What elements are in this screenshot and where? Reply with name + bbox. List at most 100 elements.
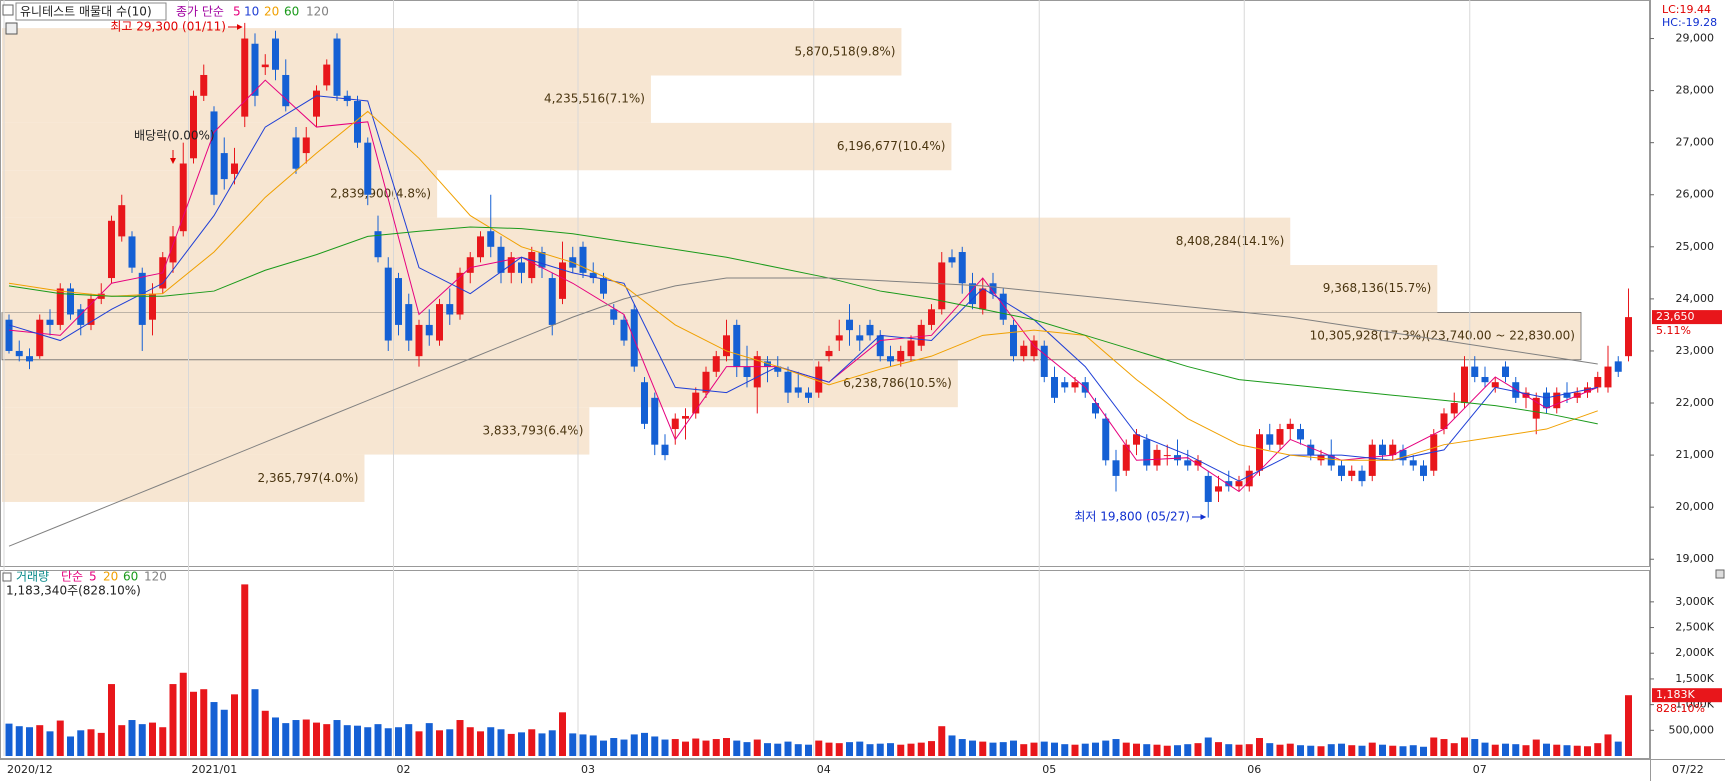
candle-body bbox=[179, 163, 187, 232]
volume-bar bbox=[302, 719, 310, 756]
volume-tag-label: 1,183K bbox=[1656, 688, 1695, 701]
volume-bar bbox=[1215, 742, 1222, 756]
volume-bar bbox=[323, 724, 331, 756]
x-tick-label: 2020/12 bbox=[7, 763, 53, 776]
volume-bar bbox=[620, 739, 628, 756]
volume-bar bbox=[1163, 745, 1171, 756]
candle-body bbox=[210, 111, 218, 195]
candle-body bbox=[846, 319, 853, 331]
volume-bar bbox=[118, 725, 126, 756]
candle-body bbox=[128, 236, 136, 268]
volume-bar bbox=[1553, 744, 1561, 756]
legend-box bbox=[15, 2, 167, 21]
volume-bar bbox=[220, 709, 228, 756]
candle-body bbox=[600, 278, 607, 294]
volume-bar bbox=[97, 732, 105, 756]
volume-bar bbox=[733, 740, 741, 756]
candle-body bbox=[1461, 366, 1468, 404]
volume-bar bbox=[405, 724, 413, 756]
volume-bar bbox=[67, 736, 74, 756]
volume-bar bbox=[77, 730, 85, 756]
volume-bar bbox=[928, 741, 935, 756]
profile-label: 6,196,677(10.4%) bbox=[837, 139, 946, 153]
volume-bar bbox=[1030, 742, 1038, 756]
volume-bar bbox=[856, 741, 864, 756]
candle-body bbox=[794, 387, 802, 393]
candle-body bbox=[999, 293, 1007, 320]
volume-bar bbox=[241, 584, 249, 756]
y-tick-label: 2,000K bbox=[1675, 646, 1714, 659]
y-tick-label: 24,000 bbox=[1676, 292, 1715, 305]
candle-body bbox=[1163, 455, 1171, 457]
profile-label: 2,365,797(4.0%) bbox=[258, 471, 359, 485]
volume-bar bbox=[1235, 744, 1243, 756]
change-label: 5.11% bbox=[1656, 324, 1691, 337]
candle-body bbox=[784, 371, 792, 393]
volume-bar bbox=[1399, 746, 1407, 756]
volume-bar bbox=[1338, 743, 1345, 756]
candle-body bbox=[1235, 481, 1243, 487]
candle-body bbox=[856, 335, 864, 341]
volume-tag bbox=[1652, 688, 1722, 703]
candle-body bbox=[948, 257, 956, 263]
profile-label: 8,408,284(14.1%) bbox=[1176, 234, 1285, 248]
profile-band bbox=[2, 454, 365, 502]
volume-bar bbox=[1297, 745, 1304, 756]
candle-body bbox=[651, 397, 659, 445]
volume-bar bbox=[938, 726, 946, 756]
x-tick-label: 05 bbox=[1042, 763, 1056, 776]
volume-bar bbox=[917, 742, 925, 756]
volume-bar bbox=[610, 738, 618, 756]
candle-body bbox=[1092, 403, 1099, 414]
volume-bar bbox=[1430, 737, 1438, 756]
candle-body bbox=[384, 267, 392, 341]
legend-entry: 60 bbox=[284, 5, 299, 19]
candle-body bbox=[46, 319, 54, 325]
volume-bar bbox=[1512, 744, 1520, 756]
volume-bar bbox=[1122, 742, 1130, 756]
y-tick-label: 1,500K bbox=[1675, 672, 1714, 685]
volume-bar bbox=[1532, 739, 1540, 756]
volume-bar bbox=[671, 739, 679, 756]
profile-band bbox=[2, 217, 1291, 266]
candle-body bbox=[979, 288, 987, 310]
volume-bar bbox=[364, 727, 372, 756]
candle-body bbox=[548, 278, 556, 325]
volume-bar bbox=[313, 722, 320, 756]
volume-bar bbox=[825, 742, 833, 756]
candle-body bbox=[77, 309, 85, 325]
volume-bar bbox=[190, 691, 197, 756]
volume-bar bbox=[231, 694, 238, 756]
candle-body bbox=[67, 288, 74, 315]
volume-bar bbox=[354, 725, 361, 756]
volume-bar bbox=[149, 722, 156, 756]
candle-body bbox=[1604, 366, 1612, 388]
candle-body bbox=[15, 350, 23, 357]
candle-body bbox=[487, 231, 495, 247]
candle-body bbox=[436, 304, 443, 341]
volume-bar bbox=[589, 735, 597, 756]
candle-body bbox=[405, 304, 413, 341]
volume-bar bbox=[641, 732, 648, 756]
volume-bar bbox=[1286, 743, 1294, 756]
candle-body bbox=[1286, 423, 1294, 430]
profile-label: 9,368,136(15.7%) bbox=[1323, 281, 1432, 295]
volume-bar bbox=[1143, 744, 1151, 756]
volume-bar bbox=[1420, 746, 1427, 756]
candle-body bbox=[518, 262, 525, 273]
volume-bar bbox=[743, 742, 751, 756]
candle-body bbox=[374, 231, 382, 258]
candle-body bbox=[733, 324, 741, 367]
volume-bar bbox=[897, 744, 905, 756]
volume-bar bbox=[1256, 738, 1263, 756]
candle-body bbox=[5, 319, 13, 351]
volume-bar bbox=[128, 720, 136, 756]
volume-bar bbox=[835, 743, 843, 756]
candle-body bbox=[200, 74, 208, 96]
volume-bar bbox=[661, 739, 669, 756]
candle-body bbox=[425, 324, 433, 336]
candle-body bbox=[1194, 460, 1202, 466]
profile-band bbox=[2, 359, 958, 408]
stock-label: 유니테스트 매물대 수(10) bbox=[20, 5, 152, 19]
